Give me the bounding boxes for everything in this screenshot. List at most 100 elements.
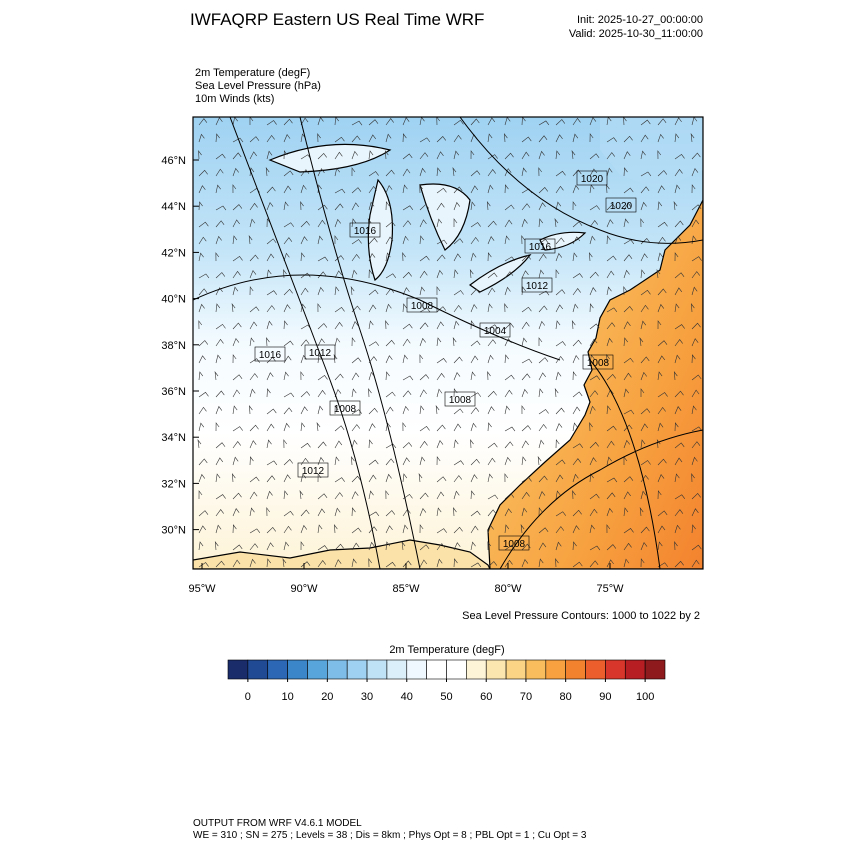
wind-barb bbox=[436, 476, 447, 483]
wind-barb bbox=[487, 473, 493, 483]
wind-barb bbox=[606, 337, 613, 347]
wind-barb bbox=[249, 286, 254, 296]
wind-barb bbox=[249, 306, 260, 313]
contour-label-box bbox=[304, 344, 336, 360]
wind-barb bbox=[300, 339, 310, 347]
wind-barb bbox=[640, 490, 647, 500]
wind-barb bbox=[283, 185, 292, 194]
colorbar-box bbox=[346, 659, 368, 680]
wind-barb bbox=[521, 405, 526, 415]
wind-barb bbox=[334, 203, 344, 211]
wind-barb bbox=[504, 426, 516, 432]
wind-barb bbox=[606, 425, 617, 432]
wind-barb bbox=[198, 525, 207, 534]
wind-barb bbox=[504, 405, 510, 415]
wind-barb bbox=[589, 405, 596, 415]
wind-barb bbox=[470, 118, 480, 126]
lat-tick-label: 46°N bbox=[161, 155, 186, 167]
wind-barb bbox=[368, 185, 377, 194]
wind-barb bbox=[470, 340, 481, 347]
colorbar-box bbox=[485, 659, 507, 680]
wind-barb bbox=[385, 221, 396, 228]
wind-barb bbox=[674, 422, 679, 432]
wind-barb bbox=[419, 286, 425, 296]
contour-label-box bbox=[479, 322, 511, 338]
wind-barb bbox=[538, 423, 547, 432]
wind-barb bbox=[487, 303, 493, 313]
wind-barb bbox=[470, 474, 478, 483]
wind-barb bbox=[266, 201, 274, 211]
wind-barb bbox=[266, 253, 275, 262]
wind-barb bbox=[521, 306, 532, 313]
wind-barb bbox=[538, 202, 546, 211]
wind-barb bbox=[453, 150, 460, 160]
wind-barb bbox=[487, 339, 497, 347]
wind-barb bbox=[215, 494, 226, 500]
wind-barb bbox=[572, 201, 577, 211]
wind-barb bbox=[350, 285, 355, 296]
wind-barb bbox=[385, 406, 394, 415]
colorbar-box bbox=[545, 659, 566, 680]
wind-barb bbox=[538, 388, 544, 398]
wind-barb bbox=[538, 305, 548, 313]
wind-barb bbox=[521, 456, 527, 466]
colorbar-box bbox=[624, 659, 646, 680]
wind-barb bbox=[334, 440, 343, 449]
wind-barb bbox=[215, 303, 221, 313]
wind-barb bbox=[351, 320, 359, 330]
wind-barb bbox=[555, 237, 565, 245]
wind-barb bbox=[198, 273, 210, 279]
lon-tick-label: 85°W bbox=[392, 583, 420, 595]
wind-barb bbox=[249, 558, 256, 568]
wind-barb bbox=[640, 171, 652, 177]
wind-barb bbox=[470, 150, 475, 160]
wind-barb bbox=[232, 256, 243, 262]
wind-barb bbox=[487, 406, 495, 415]
wind-barb bbox=[640, 541, 648, 551]
wind-barb bbox=[521, 136, 532, 143]
wind-barb bbox=[674, 252, 679, 262]
wind-barb bbox=[368, 320, 374, 330]
wind-barb bbox=[419, 337, 426, 347]
wind-barb bbox=[521, 558, 529, 568]
wind-barb bbox=[691, 374, 702, 381]
contour-label: 1004 bbox=[484, 326, 507, 337]
lon-tick-label: 95°W bbox=[188, 583, 216, 595]
wind-barb bbox=[589, 390, 599, 398]
wind-barb bbox=[317, 545, 328, 551]
wind-barb bbox=[606, 373, 616, 381]
colorbar-box bbox=[267, 659, 288, 680]
wind-barb bbox=[691, 559, 700, 568]
colorbar-box bbox=[446, 659, 467, 680]
wind-barb bbox=[538, 490, 546, 500]
wind-barb bbox=[317, 303, 322, 313]
wind-barb bbox=[385, 525, 393, 534]
wind-barb bbox=[351, 491, 359, 500]
wind-barb bbox=[555, 150, 561, 160]
wind-barb bbox=[674, 220, 684, 228]
wind-barb bbox=[402, 323, 413, 330]
wind-barb bbox=[283, 490, 289, 500]
wind-barb bbox=[249, 321, 258, 330]
wind-barb bbox=[300, 117, 309, 126]
title: IWFAQRP Eastern US Real Time WRF bbox=[190, 10, 484, 29]
wind-barb bbox=[300, 252, 305, 262]
wind-barb bbox=[555, 407, 565, 415]
wind-barb bbox=[674, 541, 678, 551]
wind-barb bbox=[589, 153, 600, 160]
wind-barb bbox=[674, 339, 683, 347]
wind-barb bbox=[385, 561, 396, 568]
wind-barb bbox=[351, 475, 361, 483]
wind-barb bbox=[521, 321, 530, 330]
wind-barb bbox=[249, 440, 257, 449]
wind-barb bbox=[470, 392, 482, 398]
wind-barb bbox=[351, 409, 362, 415]
wind-barb bbox=[640, 320, 647, 330]
wind-barb bbox=[402, 422, 407, 432]
wind-barb bbox=[640, 238, 651, 245]
wind-barb bbox=[691, 492, 701, 500]
wind-barb bbox=[317, 235, 323, 245]
wind-barb bbox=[283, 320, 288, 330]
wind-barb bbox=[657, 490, 662, 500]
wind-barb bbox=[504, 322, 514, 330]
